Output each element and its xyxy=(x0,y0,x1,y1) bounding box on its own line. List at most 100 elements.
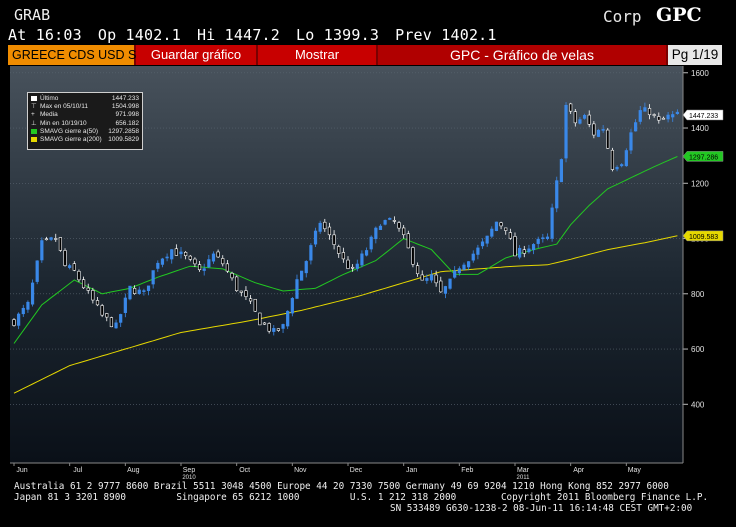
candle-body xyxy=(448,278,452,289)
grid xyxy=(10,72,683,405)
candle-body xyxy=(522,249,526,254)
candle-body xyxy=(657,116,661,121)
legend-value: 1447.233 xyxy=(111,95,139,102)
candle-body xyxy=(499,222,503,227)
candle-body xyxy=(545,236,550,239)
candle-body xyxy=(197,264,202,271)
candle-body xyxy=(476,247,480,255)
candle-body xyxy=(666,114,670,120)
candle-body xyxy=(142,290,146,292)
candle-body xyxy=(587,114,591,125)
candle-body xyxy=(675,111,679,114)
x-tick-label: Jul xyxy=(73,467,82,474)
footer-line-2: Japan 81 3 3201 8900 Singapore 65 6212 1… xyxy=(14,492,709,503)
candle-body xyxy=(425,278,429,281)
candle-body xyxy=(582,114,587,119)
x-tick-label: Nov xyxy=(294,467,307,474)
candle-body xyxy=(471,253,475,261)
asset-class-label: Corp xyxy=(603,7,642,26)
candle-body xyxy=(290,298,294,314)
candle-body xyxy=(480,241,485,247)
candle-body xyxy=(244,290,248,297)
candle-body xyxy=(12,319,16,326)
candle-body xyxy=(508,232,512,239)
legend-marker-icon: ⊤ xyxy=(31,103,37,111)
candle-body xyxy=(202,268,206,271)
candle-body xyxy=(606,129,610,149)
candle-body xyxy=(170,249,174,260)
candle-body xyxy=(174,248,178,256)
candle-body xyxy=(109,317,114,328)
candle-body xyxy=(54,238,58,240)
legend-row: + Media 971.998 xyxy=(31,111,139,119)
candle-body xyxy=(40,240,44,261)
candle-body xyxy=(184,251,188,256)
candle-body xyxy=(355,263,359,269)
x-tick-label: Jan xyxy=(406,467,417,474)
candle-body xyxy=(309,245,313,261)
quote-prev: Prev 1402.1 xyxy=(395,26,497,44)
candle-body xyxy=(341,252,345,260)
quote-line: At 16:03 Op 1402.1 Hi 1447.2 Lo 1399.3 Prev … xyxy=(8,26,513,44)
candle-body xyxy=(671,114,675,118)
page-indicator[interactable]: Pg 1/19 xyxy=(668,45,722,65)
candle-body xyxy=(337,246,341,254)
quote-time: At 16:03 xyxy=(8,26,82,44)
candle-body xyxy=(420,274,424,281)
candle-body xyxy=(253,298,257,312)
candle-body xyxy=(392,220,396,222)
show-button[interactable]: Mostrar xyxy=(258,45,376,65)
legend-value: 971.998 xyxy=(115,111,140,119)
candle-body xyxy=(68,265,72,268)
candle-body xyxy=(21,307,25,315)
y-tick-label: 600 xyxy=(691,345,705,354)
candle-body xyxy=(235,276,239,292)
candle-body xyxy=(81,279,86,289)
candle-body xyxy=(72,263,76,271)
sma50-tag-label: 1297.286 xyxy=(689,154,718,161)
candle-body xyxy=(100,305,104,316)
security-field[interactable]: GREECE CDS USD S xyxy=(8,45,136,65)
candle-body xyxy=(564,104,568,159)
candle-body xyxy=(531,244,536,251)
legend-row: ⊤ Max en 05/10/11 1504.998 xyxy=(31,103,139,111)
sma50-path xyxy=(13,156,678,344)
function-code: GRAB xyxy=(14,6,51,24)
candle-body xyxy=(313,230,318,245)
candle-body xyxy=(105,313,109,318)
candle-body xyxy=(151,270,155,285)
candle-body xyxy=(119,314,123,323)
candle-body xyxy=(467,261,471,268)
candle-body xyxy=(286,310,290,327)
candle-body xyxy=(541,237,545,240)
candle-body xyxy=(518,247,522,258)
candle-body xyxy=(374,227,378,240)
candle-body xyxy=(346,259,350,269)
candle-body xyxy=(601,129,605,131)
legend-row: SMAVG cierre a(50) 1297.2858 xyxy=(31,128,139,136)
legend: Último 1447.233 ⊤ Max en 05/10/11 1504.998 + M… xyxy=(27,92,143,150)
footer-line-1: Australia 61 2 9777 8600 Brazil 5511 304… xyxy=(14,481,669,492)
candle-body xyxy=(179,251,183,255)
candle-body xyxy=(258,312,262,326)
candle-body xyxy=(95,300,100,306)
y-tick-label: 1200 xyxy=(691,179,709,188)
candle-body xyxy=(17,313,21,326)
candle-body xyxy=(485,235,489,244)
candle-body xyxy=(360,253,364,266)
candle-body xyxy=(415,265,420,275)
legend-row: ⊥ Min en 10/19/10 656.182 xyxy=(31,120,139,128)
save-chart-button[interactable]: Guardar gráfico xyxy=(136,45,256,65)
quote-open: Op 1402.1 xyxy=(97,26,181,44)
candles xyxy=(12,102,679,336)
candle-body xyxy=(490,228,494,237)
candle-body xyxy=(26,301,30,310)
toolbar: GREECE CDS USD S Guardar gráfico Mostrar… xyxy=(8,45,722,65)
x-tick-label: Aug xyxy=(127,467,140,474)
x-tick-label: Dec xyxy=(350,467,363,474)
candle-body xyxy=(304,261,308,274)
sma200-tag xyxy=(682,230,724,242)
ticker-label: GPC xyxy=(656,4,702,26)
candle-body xyxy=(569,103,573,112)
candle-body xyxy=(596,129,601,137)
